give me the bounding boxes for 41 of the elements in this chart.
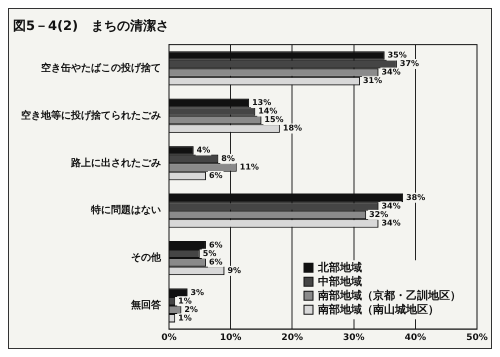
data-label: 1% [178,313,192,322]
data-label: 18% [282,124,302,133]
data-label: 35% [388,50,407,60]
data-label: 34% [381,68,401,77]
data-label: 37% [400,59,420,68]
x-tick-label: 40% [404,332,426,343]
x-tick-label: 10% [220,332,242,343]
y-tick-label: 路上に出されたごみ [70,156,161,169]
legend-label: 中部地域 [318,275,362,288]
y-tick-label: 空き地等に投げ捨てられたごみ [21,109,161,122]
data-label: 34% [381,201,401,210]
x-tick-label: 0% [161,332,177,343]
data-label: 6% [208,171,223,180]
data-label: 13% [252,98,272,108]
x-tick-label: 20% [281,332,303,343]
data-label: 14% [258,106,278,116]
data-label: 32% [369,210,388,219]
data-label: 1% [178,296,192,306]
data-label: 9% [227,266,242,275]
data-label: 2% [184,304,198,314]
y-tick-label: 空き缶やたばこの投げ捨て [41,62,161,74]
chart-title: 図5－4(2) まちの清潔さ [13,19,170,34]
data-label: 8% [221,154,235,163]
x-tick-label: 50% [466,332,488,343]
data-label: 5% [202,248,216,258]
data-label: 6% [208,240,223,250]
legend-label: 南部地域（南山城地区） [317,303,439,316]
y-tick-label: 特に問題はない [90,204,161,216]
data-label: 34% [381,218,401,228]
y-tick-label: その他 [131,252,162,264]
data-label: 4% [196,145,210,154]
data-label: 11% [240,162,259,172]
data-label: 31% [362,76,382,86]
data-label: 38% [406,192,426,202]
y-tick-label: 無回答 [130,299,162,312]
x-tick-label: 30% [343,332,365,343]
legend-label: 北部地域 [317,261,362,274]
data-label: 3% [190,288,204,297]
data-label: 15% [264,115,284,124]
data-label: 6% [208,257,223,266]
legend-label: 南部地域（京都・乙訓地区） [317,289,461,302]
